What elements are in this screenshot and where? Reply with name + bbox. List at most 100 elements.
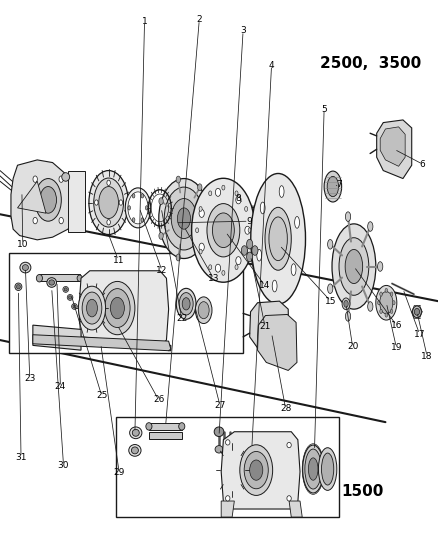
- Ellipse shape: [367, 302, 373, 311]
- Ellipse shape: [195, 228, 199, 233]
- Ellipse shape: [132, 430, 139, 436]
- Text: 12: 12: [156, 266, 168, 275]
- Ellipse shape: [169, 218, 179, 228]
- Ellipse shape: [215, 264, 221, 272]
- Ellipse shape: [141, 218, 144, 222]
- Text: 6: 6: [420, 160, 426, 168]
- Ellipse shape: [17, 285, 20, 289]
- Ellipse shape: [86, 300, 97, 317]
- Text: 16: 16: [391, 321, 402, 329]
- Ellipse shape: [287, 442, 291, 448]
- Ellipse shape: [15, 283, 22, 290]
- Bar: [39, 274, 80, 281]
- Ellipse shape: [176, 288, 196, 319]
- Ellipse shape: [63, 287, 68, 292]
- Ellipse shape: [207, 204, 240, 257]
- Ellipse shape: [35, 179, 61, 221]
- Ellipse shape: [62, 173, 70, 181]
- Text: 14: 14: [259, 281, 271, 290]
- Text: 20: 20: [347, 342, 358, 351]
- Ellipse shape: [235, 191, 238, 196]
- Ellipse shape: [128, 192, 148, 224]
- Text: 21: 21: [259, 322, 271, 330]
- Ellipse shape: [59, 176, 64, 182]
- Bar: [149, 432, 182, 439]
- Text: 31: 31: [15, 453, 27, 462]
- Ellipse shape: [64, 288, 67, 291]
- Ellipse shape: [105, 289, 130, 327]
- Ellipse shape: [182, 297, 190, 310]
- Ellipse shape: [132, 193, 135, 198]
- Polygon shape: [377, 120, 412, 179]
- Text: 22: 22: [176, 314, 187, 323]
- Ellipse shape: [260, 202, 265, 214]
- Polygon shape: [11, 160, 78, 240]
- Ellipse shape: [159, 179, 209, 259]
- Text: 26: 26: [153, 395, 164, 404]
- Ellipse shape: [390, 309, 393, 313]
- Polygon shape: [33, 325, 171, 351]
- Bar: [149, 423, 182, 430]
- Text: 23: 23: [24, 374, 35, 383]
- Polygon shape: [258, 314, 297, 370]
- Ellipse shape: [33, 217, 37, 224]
- Ellipse shape: [212, 213, 234, 248]
- Text: 17: 17: [414, 330, 425, 338]
- Ellipse shape: [192, 178, 255, 282]
- Ellipse shape: [380, 309, 382, 313]
- Ellipse shape: [327, 176, 339, 197]
- Ellipse shape: [385, 313, 388, 317]
- Text: 24: 24: [55, 383, 66, 391]
- Ellipse shape: [128, 206, 131, 210]
- Ellipse shape: [247, 252, 253, 262]
- Ellipse shape: [141, 193, 144, 198]
- Ellipse shape: [240, 445, 272, 496]
- Text: 11: 11: [113, 256, 124, 264]
- Ellipse shape: [378, 262, 383, 271]
- Text: 25: 25: [96, 391, 107, 400]
- Ellipse shape: [265, 207, 291, 270]
- Ellipse shape: [308, 458, 318, 480]
- Text: 2500,  3500: 2500, 3500: [320, 56, 421, 71]
- Text: 10: 10: [17, 240, 28, 248]
- Ellipse shape: [244, 451, 268, 489]
- Text: 8: 8: [236, 194, 242, 203]
- Text: 5: 5: [321, 105, 327, 114]
- Ellipse shape: [130, 427, 142, 439]
- Ellipse shape: [107, 220, 110, 225]
- Ellipse shape: [328, 239, 333, 249]
- Ellipse shape: [125, 188, 151, 228]
- Ellipse shape: [195, 297, 212, 324]
- Ellipse shape: [199, 209, 204, 217]
- Polygon shape: [79, 271, 169, 346]
- Ellipse shape: [208, 265, 212, 270]
- Polygon shape: [221, 432, 300, 509]
- Ellipse shape: [77, 275, 82, 281]
- Text: 27: 27: [214, 401, 226, 409]
- Ellipse shape: [159, 198, 163, 205]
- Ellipse shape: [247, 239, 253, 249]
- Ellipse shape: [199, 249, 202, 254]
- Ellipse shape: [159, 232, 163, 239]
- Ellipse shape: [270, 221, 286, 257]
- Ellipse shape: [20, 262, 31, 273]
- Ellipse shape: [215, 446, 223, 453]
- Polygon shape: [289, 501, 302, 517]
- Ellipse shape: [332, 224, 376, 309]
- Ellipse shape: [179, 293, 193, 315]
- Ellipse shape: [177, 208, 191, 229]
- Ellipse shape: [413, 306, 421, 318]
- Polygon shape: [116, 417, 339, 517]
- Ellipse shape: [392, 301, 395, 305]
- Polygon shape: [18, 181, 46, 213]
- Ellipse shape: [40, 187, 57, 213]
- Ellipse shape: [146, 423, 152, 430]
- Ellipse shape: [376, 286, 397, 320]
- Ellipse shape: [250, 460, 263, 480]
- Text: 30: 30: [58, 461, 69, 470]
- Ellipse shape: [164, 187, 204, 250]
- Ellipse shape: [215, 188, 221, 196]
- Ellipse shape: [244, 249, 247, 254]
- Ellipse shape: [100, 281, 135, 335]
- Ellipse shape: [132, 218, 135, 222]
